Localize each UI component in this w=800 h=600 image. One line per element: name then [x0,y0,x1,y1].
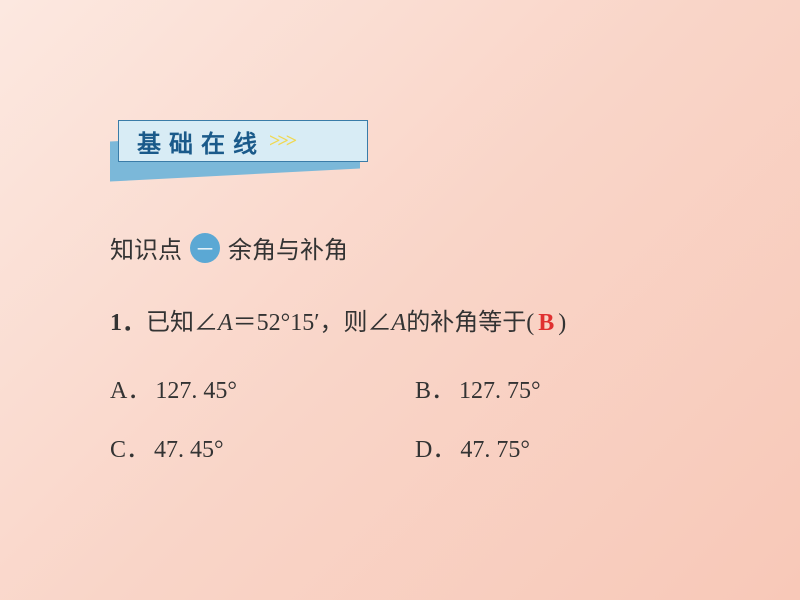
answer-options: A． 127. 45° B． 127. 75° C． 47. 45° D． 47… [110,370,700,464]
option-a: A． 127. 45° [110,370,395,405]
question-text-after: 的补角等于( [406,297,534,350]
question-text-line: 1． 已知∠ A ＝52°15′，则∠ A 的补角等于( B ) [110,297,700,350]
section-banner: 基础在线 >>> [110,120,370,180]
option-c-value: 47. 45° [154,437,224,464]
option-c-label: C． [110,429,150,464]
circle-number-icon: 一 [190,233,220,263]
question-close-paren: ) [558,297,566,350]
option-d-value: 47. 75° [460,437,530,464]
option-b: B． 127. 75° [415,370,700,405]
banner-front: 基础在线 >>> [118,120,368,162]
banner-arrows-icon: >>> [269,130,294,153]
question-1: 1． 已知∠ A ＝52°15′，则∠ A 的补角等于( B ) [110,297,700,350]
question-variable-2: A [392,297,407,350]
knowledge-point-title: 知识点 一 余角与补角 [110,230,700,265]
option-a-value: 127. 45° [155,378,237,405]
question-text-before: 已知∠ [146,297,218,350]
slide-content: 基础在线 >>> 知识点 一 余角与补角 1． 已知∠ A ＝52°15′，则∠… [0,0,800,464]
question-variable-1: A [218,297,233,350]
question-equals: ＝52°15′，则∠ [233,297,392,350]
option-d: D． 47. 75° [415,429,700,464]
section-topic: 余角与补角 [228,230,348,265]
option-b-label: B． [415,370,455,405]
option-c: C． 47. 45° [110,429,395,464]
section-prefix: 知识点 [110,230,182,265]
banner-title: 基础在线 [137,124,265,159]
option-d-label: D． [415,429,456,464]
option-b-value: 127. 75° [459,378,541,405]
option-a-label: A． [110,370,151,405]
answer-letter: B [538,297,554,350]
question-number: 1． [110,297,146,350]
